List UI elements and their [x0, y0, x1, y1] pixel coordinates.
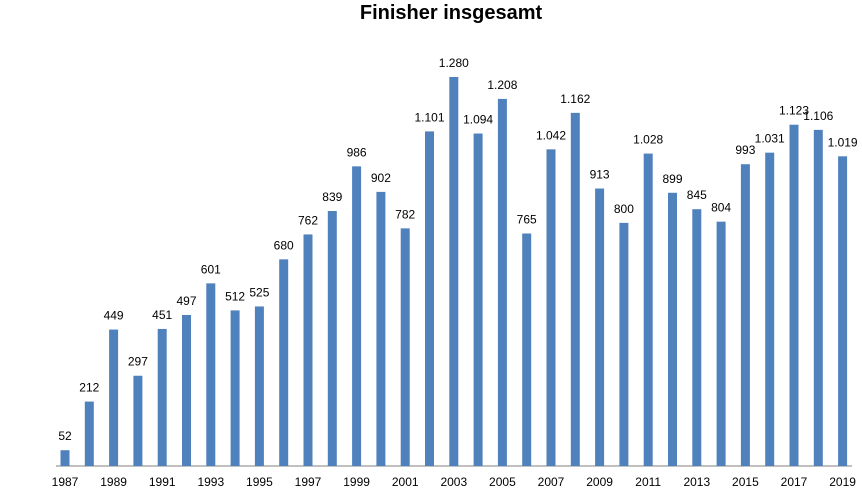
- bar-value-label: 1.031: [755, 132, 785, 146]
- x-tick-label: 1987: [52, 475, 79, 489]
- bar-2010: [619, 222, 629, 467]
- bar-1994: [230, 310, 240, 466]
- x-tick-label: 2005: [489, 475, 516, 489]
- x-tick-label: 2013: [683, 475, 710, 489]
- chart-title: Finisher insgesamt: [359, 2, 543, 24]
- bar-1998: [327, 211, 337, 466]
- bar-2011: [643, 153, 653, 466]
- x-tick-label: 1991: [149, 475, 176, 489]
- bar-1995: [254, 306, 264, 466]
- bar-2008: [570, 112, 580, 467]
- bar-2016: [765, 152, 775, 467]
- x-tick-label: 2019: [829, 475, 856, 489]
- bar-value-label: 212: [79, 381, 99, 395]
- bar-value-label: 52: [58, 429, 72, 443]
- x-tick-label: 2003: [440, 475, 467, 489]
- bar-2007: [546, 149, 556, 466]
- bar-1999: [352, 166, 362, 466]
- bar-1987: [60, 450, 70, 466]
- bar-2004: [473, 133, 483, 466]
- bar-value-label: 902: [371, 171, 391, 185]
- bar-1991: [157, 328, 167, 466]
- x-tick-label: 1993: [197, 475, 224, 489]
- bar-value-label: 804: [711, 201, 731, 215]
- bar-2000: [376, 191, 386, 466]
- bar-value-label: 765: [517, 213, 537, 227]
- bar-2017: [789, 124, 799, 467]
- bar-2018: [813, 129, 823, 466]
- bar-value-label: 525: [249, 285, 269, 299]
- bar-1990: [133, 375, 143, 466]
- bar-2003: [449, 77, 459, 466]
- bar-2005: [497, 98, 507, 466]
- x-tick-label: 2015: [732, 475, 759, 489]
- bar-value-label: 1.101: [414, 110, 444, 124]
- x-tick-labels-group: 1987 1989 1991 1993 1995 1997 1999 2001 2003 2005…: [52, 475, 857, 489]
- bar-value-label: 782: [395, 207, 415, 221]
- bar-value-label: 449: [104, 309, 124, 323]
- x-tick-label: 1995: [246, 475, 273, 489]
- bars-group: [60, 77, 848, 467]
- bar-value-label: 497: [176, 294, 196, 308]
- bar-value-label: 800: [614, 202, 634, 216]
- bar-2012: [668, 192, 677, 467]
- bar-value-label: 1.208: [487, 78, 517, 92]
- bar-value-label: 601: [201, 262, 221, 276]
- bar-value-label: 1.280: [439, 56, 469, 70]
- bar-value-label: 1.106: [803, 109, 833, 123]
- bar-1996: [279, 259, 289, 466]
- bar-value-label: 1.028: [633, 133, 663, 147]
- x-tick-label: 2011: [635, 475, 661, 489]
- bar-value-label: 1.123: [779, 104, 809, 118]
- x-tick-label: 2007: [538, 475, 565, 489]
- bar-1997: [303, 234, 313, 466]
- bar-2002: [425, 131, 434, 466]
- bar-2019: [838, 156, 848, 466]
- bar-value-label: 993: [735, 143, 755, 157]
- bar-value-label: 1.094: [463, 113, 493, 127]
- bar-value-label: 913: [590, 168, 610, 182]
- bar-2013: [692, 209, 702, 466]
- x-tick-label: 1989: [100, 475, 127, 489]
- x-tick-label: 1997: [295, 475, 322, 489]
- bar-value-label: 297: [128, 355, 148, 369]
- x-tick-label: 1999: [343, 475, 370, 489]
- x-tick-label: 2017: [781, 475, 808, 489]
- bar-value-label: 845: [687, 188, 707, 202]
- bar-value-label: 680: [274, 238, 294, 252]
- bar-1988: [84, 401, 94, 466]
- x-tick-label: 2009: [586, 475, 613, 489]
- bar-1992: [182, 314, 191, 466]
- bar-value-label: 839: [322, 190, 342, 204]
- bar-value-label: 451: [152, 308, 172, 322]
- bar-value-label: 762: [298, 213, 318, 227]
- bar-value-label: 899: [662, 172, 682, 186]
- x-tick-label: 2001: [392, 475, 419, 489]
- bar-2001: [400, 228, 410, 466]
- bar-value-label: 1.019: [828, 135, 858, 149]
- bar-value-label: 1.042: [536, 128, 566, 142]
- bar-value-label: 1.162: [560, 92, 590, 106]
- bar-labels-group: 52 212 449 297 451 497 601 512 525 680 762 839 986 90…: [58, 56, 858, 443]
- bar-value-label: 986: [347, 145, 367, 159]
- bar-2006: [522, 233, 532, 466]
- bar-2014: [716, 221, 726, 466]
- bar-1993: [206, 283, 216, 466]
- bar-2015: [740, 164, 750, 466]
- bar-2009: [595, 188, 605, 466]
- bar-value-label: 512: [225, 289, 245, 303]
- bar-1989: [109, 329, 119, 466]
